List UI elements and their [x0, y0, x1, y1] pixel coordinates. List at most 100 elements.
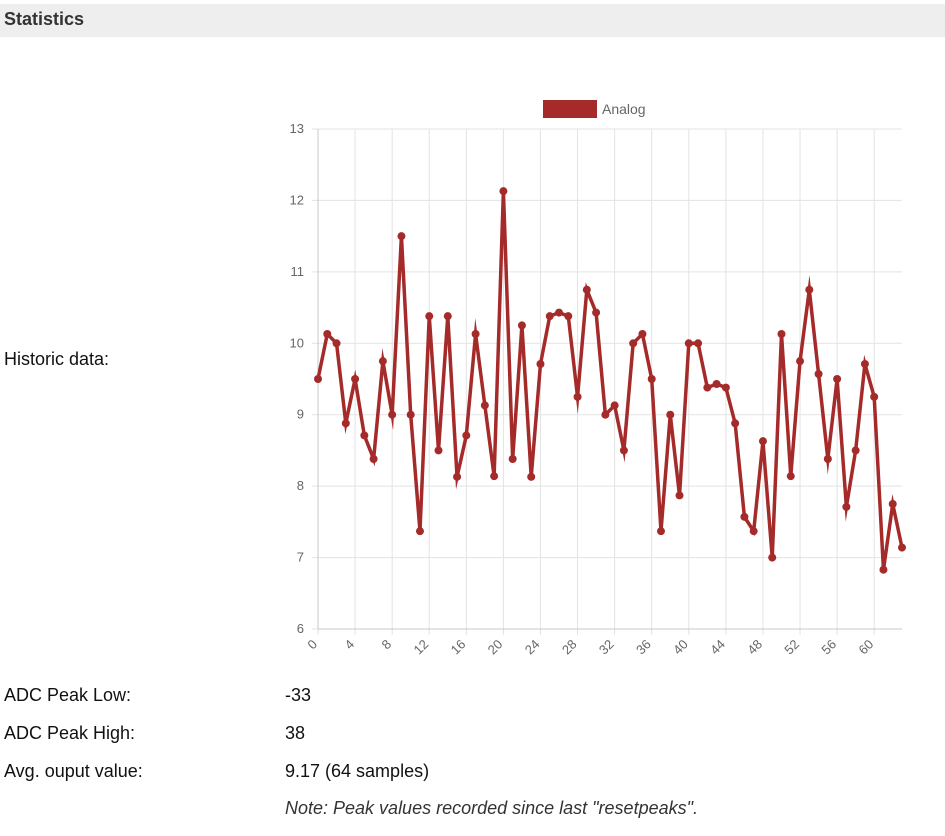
x-tick-label: 16	[448, 637, 469, 658]
x-tick-label: 28	[559, 637, 580, 658]
data-point	[647, 375, 656, 383]
x-tick-label: 24	[522, 637, 543, 658]
data-point	[480, 401, 489, 410]
data-point	[388, 410, 397, 419]
data-point	[879, 565, 888, 574]
adc-peak-high-value: 38	[285, 723, 306, 743]
x-tick-label: 32	[596, 637, 617, 658]
data-point	[860, 360, 869, 368]
data-point	[758, 437, 767, 446]
data-point	[814, 370, 823, 378]
data-point	[619, 446, 628, 455]
avg-output-value: 9.17 (64 samples)	[285, 761, 430, 781]
data-point	[415, 527, 424, 536]
y-tick-label: 6	[297, 621, 304, 636]
x-tick-label: 12	[411, 637, 432, 658]
data-point	[666, 410, 675, 419]
historic-data-label: Historic data:	[4, 349, 110, 369]
data-point	[536, 360, 545, 368]
data-point	[323, 330, 332, 338]
y-tick-label: 12	[290, 192, 304, 207]
data-point	[638, 330, 647, 338]
data-point	[434, 446, 443, 455]
x-tick-label: 0	[304, 637, 320, 653]
data-point	[768, 553, 777, 562]
data-point	[833, 375, 842, 383]
data-point	[592, 308, 601, 317]
data-point	[555, 308, 564, 317]
y-tick-label: 10	[290, 335, 304, 350]
data-point	[406, 410, 415, 419]
adc-peak-low-value: -33	[285, 685, 312, 705]
data-point	[545, 312, 554, 321]
data-point	[749, 527, 758, 536]
data-point	[796, 357, 805, 366]
data-point	[675, 491, 684, 500]
data-point	[564, 312, 573, 321]
data-point	[721, 383, 730, 392]
data-point	[842, 502, 851, 511]
data-point	[777, 330, 786, 338]
y-tick-label: 9	[297, 407, 304, 422]
data-point	[805, 285, 814, 294]
y-tick-label: 13	[290, 121, 304, 136]
legend-swatch-analog	[543, 100, 597, 118]
data-point	[332, 339, 341, 348]
x-tick-label: 20	[485, 637, 506, 658]
data-point	[517, 321, 526, 330]
data-point	[656, 527, 665, 536]
data-point	[610, 401, 619, 410]
series-line-analog	[316, 191, 904, 570]
x-tick-label: 36	[633, 637, 654, 658]
adc-peak-high-label: ADC Peak High:	[4, 723, 136, 743]
data-point	[731, 419, 740, 428]
peak-note: Note: Peak values recorded since last "r…	[285, 798, 698, 818]
data-point	[740, 512, 749, 521]
legend-label-analog: Analog	[602, 101, 646, 117]
data-point	[351, 375, 360, 383]
x-tick-label: 60	[855, 637, 876, 658]
data-point	[527, 472, 536, 481]
data-point	[694, 339, 703, 348]
section-header: Statistics	[0, 4, 945, 37]
data-point	[378, 357, 387, 366]
y-tick-label: 7	[297, 550, 304, 565]
data-point	[369, 455, 378, 463]
data-point	[851, 446, 860, 455]
section-title: Statistics	[4, 9, 85, 29]
data-point	[898, 543, 906, 552]
x-tick-label: 40	[670, 637, 691, 658]
data-point	[443, 312, 452, 321]
data-point	[314, 375, 322, 383]
data-point	[490, 472, 499, 481]
data-point	[573, 392, 582, 401]
data-point	[341, 419, 350, 428]
data-point	[712, 380, 721, 388]
data-point	[703, 383, 712, 392]
x-tick-label: 56	[818, 637, 839, 658]
data-point	[499, 187, 508, 196]
x-tick-label: 44	[707, 637, 728, 658]
data-point	[684, 339, 693, 348]
data-point	[508, 455, 517, 463]
data-point	[601, 410, 610, 419]
data-point	[870, 392, 879, 401]
data-point	[471, 330, 480, 338]
data-point	[582, 285, 591, 294]
data-point	[397, 232, 406, 241]
y-tick-label: 11	[291, 264, 305, 279]
data-point	[462, 431, 471, 440]
data-point	[629, 339, 638, 348]
data-point	[453, 472, 462, 481]
data-point	[425, 312, 434, 321]
adc-peak-low-label: ADC Peak Low:	[4, 685, 132, 705]
y-tick-label: 8	[297, 478, 304, 493]
x-tick-label: 52	[781, 637, 802, 658]
x-tick-label: 4	[341, 637, 357, 653]
data-point	[888, 500, 897, 508]
x-tick-label: 48	[744, 637, 765, 658]
data-point	[786, 472, 795, 481]
data-point	[823, 455, 832, 463]
data-point	[360, 431, 369, 440]
